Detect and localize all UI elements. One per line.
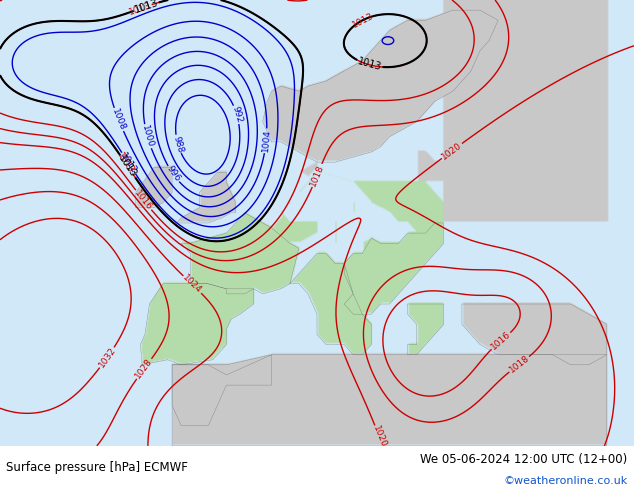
Text: Surface pressure [hPa] ECMWF: Surface pressure [hPa] ECMWF (6, 462, 188, 474)
Text: 1032: 1032 (97, 345, 117, 369)
Text: ©weatheronline.co.uk: ©weatheronline.co.uk (503, 476, 628, 486)
Text: 1018: 1018 (309, 163, 326, 188)
Text: 1000: 1000 (140, 124, 155, 148)
Text: 1013: 1013 (351, 11, 375, 29)
Text: 1004: 1004 (261, 129, 272, 152)
Text: 1013: 1013 (356, 57, 382, 73)
Text: 1020: 1020 (371, 425, 388, 449)
Text: 1013: 1013 (117, 153, 139, 179)
Text: 988: 988 (171, 135, 184, 154)
Text: 1008: 1008 (110, 107, 127, 132)
Text: 1018: 1018 (507, 354, 531, 375)
Text: 1016: 1016 (133, 188, 154, 212)
Text: 992: 992 (230, 105, 243, 124)
Text: 1020: 1020 (440, 141, 464, 161)
Text: 1013: 1013 (115, 151, 136, 175)
Text: 1024: 1024 (181, 273, 204, 295)
Text: 1013: 1013 (127, 0, 152, 17)
Text: 1028: 1028 (134, 357, 155, 381)
Text: 1012: 1012 (119, 151, 139, 175)
Text: 1013: 1013 (133, 0, 159, 15)
Text: We 05-06-2024 12:00 UTC (12+00): We 05-06-2024 12:00 UTC (12+00) (420, 453, 628, 466)
Text: 1016: 1016 (489, 330, 512, 352)
Text: 996: 996 (165, 165, 182, 184)
